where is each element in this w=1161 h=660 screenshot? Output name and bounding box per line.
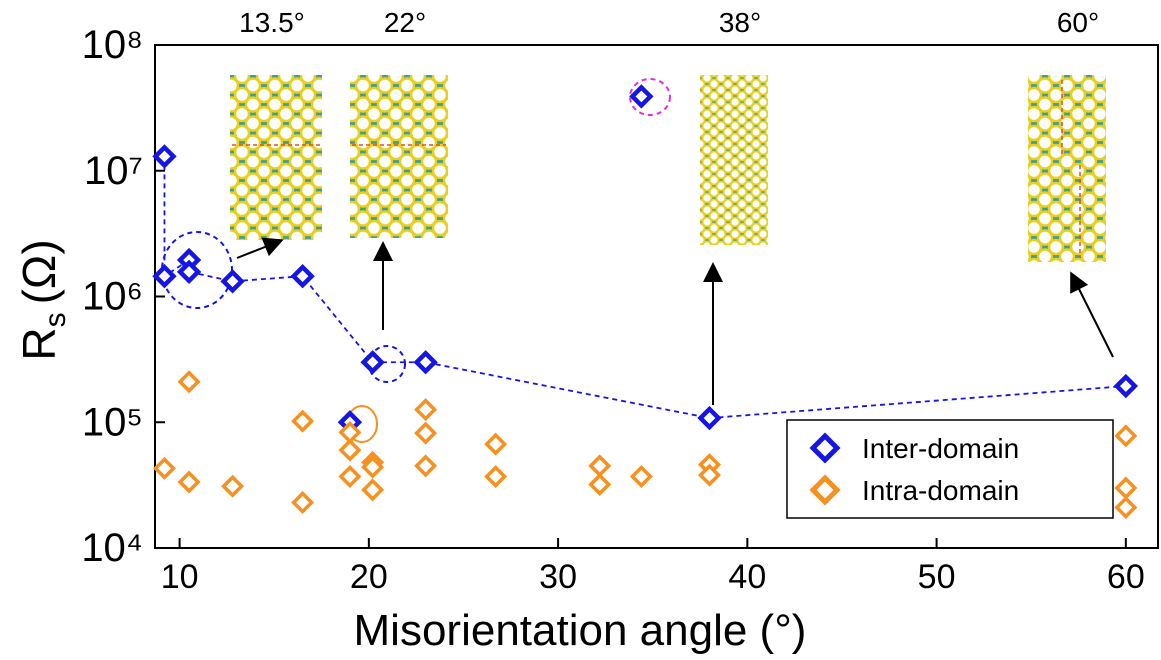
point xyxy=(591,475,609,493)
chart: 13.5° 22° 38° 60° Misorientation angle (… xyxy=(0,0,1161,655)
x-axis-title: Misorientation angle (°) xyxy=(354,606,807,655)
annotation: 38° xyxy=(719,7,761,38)
arrows xyxy=(237,241,1113,405)
y-tick-label: 10⁷ xyxy=(84,149,143,193)
point xyxy=(417,424,435,442)
point xyxy=(632,468,650,486)
annotation: 13.5° xyxy=(239,7,305,38)
structure-insets xyxy=(230,75,1106,262)
point xyxy=(341,468,359,486)
point xyxy=(1117,427,1135,445)
y-tick-label: 10⁴ xyxy=(81,526,143,570)
legend-label: Inter-domain xyxy=(862,433,1019,464)
point xyxy=(155,459,173,477)
point xyxy=(1117,498,1135,516)
point xyxy=(155,267,173,285)
point xyxy=(487,435,505,453)
point xyxy=(364,481,382,499)
point xyxy=(417,353,435,371)
point xyxy=(224,272,242,290)
y-tick-label: 10⁸ xyxy=(82,23,143,67)
point xyxy=(155,147,173,165)
point xyxy=(700,409,718,427)
y-axis-title: Rs(Ω) xyxy=(13,239,72,360)
y-tick-label: 10⁵ xyxy=(82,400,143,444)
point xyxy=(417,457,435,475)
x-tick-label: 20 xyxy=(350,558,388,596)
x-tick-label: 40 xyxy=(728,558,766,596)
point xyxy=(1117,479,1135,497)
point xyxy=(1117,377,1135,395)
legend-label: Intra-domain xyxy=(862,475,1019,506)
point xyxy=(294,494,312,512)
point xyxy=(294,267,312,285)
y-tick-label: 10⁶ xyxy=(82,275,143,319)
point xyxy=(224,477,242,495)
point xyxy=(591,457,609,475)
x-tick-label: 60 xyxy=(1107,558,1145,596)
point xyxy=(364,353,382,371)
x-tick-label: 10 xyxy=(161,558,199,596)
annotation: 60° xyxy=(1057,7,1099,38)
x-tick-label: 50 xyxy=(918,558,956,596)
x-tick-label: 30 xyxy=(539,558,577,596)
point xyxy=(180,473,198,491)
point xyxy=(417,401,435,419)
point xyxy=(487,468,505,486)
point xyxy=(180,373,198,391)
point xyxy=(632,87,650,105)
annotation: 22° xyxy=(384,7,426,38)
point xyxy=(341,441,359,459)
point xyxy=(294,412,312,430)
